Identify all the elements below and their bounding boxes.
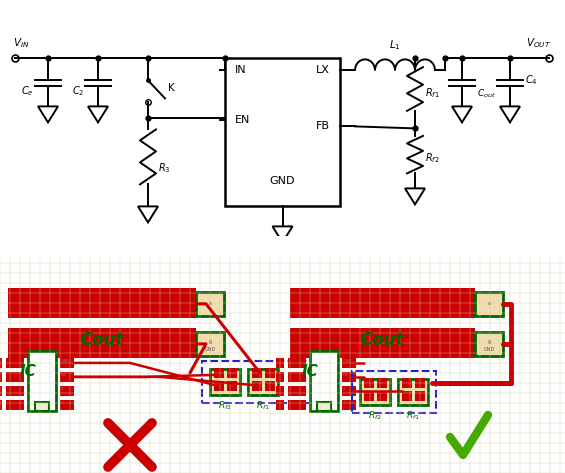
Text: $R_3$: $R_3$ (158, 161, 171, 175)
Bar (364, 378, 374, 388)
Text: IC: IC (20, 364, 36, 379)
Text: $R_{f1}$: $R_{f1}$ (425, 87, 440, 100)
Text: FB: FB (316, 122, 330, 131)
Bar (248, 369, 278, 395)
Bar (202, 361, 316, 403)
Bar (288, 386, 306, 396)
Bar (0, 386, 2, 396)
Bar (276, 386, 284, 396)
Bar (415, 378, 425, 388)
Bar (60, 386, 74, 396)
Bar (288, 372, 306, 382)
Text: GND: GND (343, 359, 353, 363)
Bar (214, 368, 224, 378)
Text: GND: GND (484, 347, 494, 352)
Text: K: K (168, 83, 175, 93)
Text: 3: 3 (343, 401, 346, 405)
Bar (28, 351, 56, 411)
Text: $C_e$: $C_e$ (21, 85, 34, 98)
Text: $C_2$: $C_2$ (72, 85, 84, 98)
Bar (310, 351, 338, 411)
Text: $C_{out}$: $C_{out}$ (477, 87, 496, 100)
Bar (6, 400, 24, 410)
Bar (8, 288, 196, 318)
Bar (265, 368, 275, 378)
Text: $L_1$: $L_1$ (389, 39, 401, 53)
Text: GND: GND (61, 359, 71, 363)
Bar (276, 400, 284, 410)
Bar (252, 368, 262, 378)
Bar (290, 328, 475, 358)
Bar (196, 292, 224, 316)
Bar (35, 402, 49, 411)
Text: $R_{f2}$: $R_{f2}$ (218, 400, 232, 412)
Bar (0, 372, 2, 382)
Bar (6, 386, 24, 396)
Bar (352, 371, 436, 413)
Bar (402, 378, 412, 388)
Text: $R_{f1}$: $R_{f1}$ (406, 410, 420, 422)
Text: $R_{f1}$: $R_{f1}$ (256, 400, 270, 412)
Text: $R_{f2}$: $R_{f2}$ (368, 410, 382, 422)
Text: s: s (488, 301, 490, 307)
Text: GND: GND (270, 176, 295, 186)
Bar (265, 381, 275, 391)
Bar (317, 402, 331, 411)
Bar (377, 391, 387, 401)
Bar (475, 292, 503, 316)
Text: $V_{OUT}$: $V_{OUT}$ (526, 36, 551, 51)
Text: g: g (208, 339, 211, 344)
Text: g: g (488, 339, 490, 344)
Text: EN: EN (235, 115, 250, 125)
Bar (196, 332, 224, 356)
Bar (0, 400, 2, 410)
Bar (60, 358, 74, 368)
Bar (0, 358, 2, 368)
Text: $R_{f2}$: $R_{f2}$ (425, 151, 440, 165)
Bar (402, 391, 412, 401)
Text: IN: IN (235, 65, 247, 75)
Text: IC: IC (302, 364, 319, 379)
Bar (475, 332, 503, 356)
Bar (225, 58, 340, 206)
Bar (210, 369, 240, 395)
Bar (276, 358, 284, 368)
Bar (342, 400, 356, 410)
Text: 2: 2 (61, 387, 64, 391)
Bar (377, 378, 387, 388)
Bar (288, 400, 306, 410)
Bar (6, 358, 24, 368)
Bar (398, 379, 428, 405)
Text: s: s (208, 301, 211, 307)
Text: 2: 2 (343, 387, 346, 391)
Text: LX: LX (316, 65, 330, 75)
Text: FB: FB (343, 373, 348, 377)
Text: Cout: Cout (360, 331, 404, 349)
Text: FB: FB (61, 373, 66, 377)
Bar (290, 288, 475, 318)
Bar (227, 368, 237, 378)
Bar (60, 400, 74, 410)
Bar (415, 391, 425, 401)
Bar (227, 381, 237, 391)
Bar (214, 381, 224, 391)
Bar (364, 391, 374, 401)
Text: Cout: Cout (80, 331, 124, 349)
Bar (6, 372, 24, 382)
Text: GND: GND (205, 347, 216, 352)
Bar (8, 328, 196, 358)
Bar (60, 372, 74, 382)
Text: $C_4$: $C_4$ (525, 73, 538, 88)
Bar (252, 381, 262, 391)
Text: $V_{IN}$: $V_{IN}$ (13, 36, 29, 51)
Bar (360, 379, 390, 405)
Bar (276, 372, 284, 382)
Text: 3: 3 (61, 401, 64, 405)
Bar (342, 386, 356, 396)
Bar (342, 372, 356, 382)
Bar (288, 358, 306, 368)
Bar (342, 358, 356, 368)
